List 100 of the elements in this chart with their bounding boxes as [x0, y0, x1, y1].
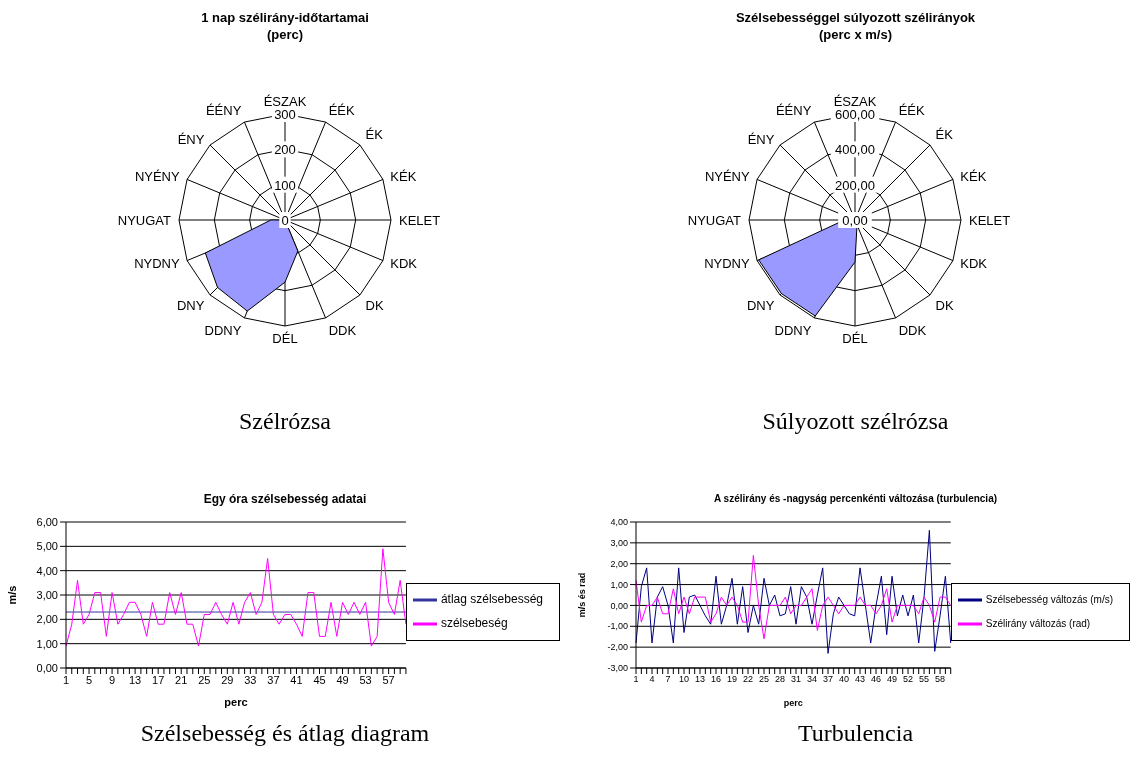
y-tick-label: 2,00	[610, 558, 628, 569]
spoke-label: ÉNY	[177, 132, 205, 147]
x-tick-label: 52	[903, 674, 914, 685]
y-tick-label: 4,00	[36, 564, 58, 577]
spoke-label: NYDNY	[134, 256, 180, 272]
spoke-label: DDNY	[774, 322, 812, 338]
spoke-label: ÉÉNY	[205, 102, 242, 118]
spoke-label: DNY	[176, 297, 205, 313]
spoke-label: ÉÉK	[328, 102, 355, 118]
spoke-label: DK	[935, 297, 954, 313]
spoke-label: NYDNY	[704, 256, 750, 272]
y-tick-label: 1,00	[610, 579, 628, 590]
x-tick-label: 4	[649, 674, 655, 685]
y-tick-label: 200,00	[835, 177, 875, 193]
x-tick-label: 34	[807, 674, 818, 685]
spoke-label: DK	[365, 297, 384, 313]
y-tick-label: -1,00	[607, 621, 628, 632]
spoke-label: NYUGAT	[687, 212, 742, 228]
spoke-label: ÉNY	[747, 132, 775, 147]
x-tick-label: 37	[823, 674, 834, 685]
x-tick-label: 58	[935, 674, 946, 685]
y-axis-title: m/s	[5, 585, 18, 605]
y-tick-label: 6,00	[36, 515, 58, 528]
x-tick-label: 37	[267, 673, 280, 686]
y-tick-label: 2,00	[36, 613, 58, 626]
text: Szélsebesség és átlag diagram	[139, 720, 431, 747]
x-tick-label: 19	[727, 674, 738, 685]
spoke-label: ÉSZAK	[833, 94, 877, 109]
y-axis-title: m/s és rad	[577, 572, 588, 618]
y-tick-label: 0	[281, 213, 289, 228]
y-tick-label: -3,00	[607, 663, 628, 674]
x-tick-label: 33	[244, 673, 257, 686]
x-tick-label: 5	[85, 673, 93, 686]
x-tick-label: 49	[887, 674, 898, 685]
spoke-label: ÉÉK	[898, 102, 925, 118]
spoke-label: ÉÉNY	[775, 102, 812, 118]
x-tick-label: 7	[665, 674, 671, 685]
chart-title: Egy óra szélsebesség adatai	[202, 492, 368, 508]
x-tick-label: 25	[198, 673, 211, 686]
y-tick-label: 400,00	[835, 142, 875, 158]
x-tick-label: 45	[313, 673, 326, 686]
x-tick-label: 13	[129, 673, 142, 686]
x-tick-label: 25	[759, 674, 770, 685]
x-tick-label: 29	[221, 673, 234, 686]
spoke-label: KELET	[969, 212, 1011, 228]
chart-title: Szélsebességgel súlyozott szélirányok	[734, 10, 977, 27]
y-tick-label: 100	[274, 177, 296, 193]
spoke-label: KDK	[390, 256, 418, 272]
y-tick-label: 200	[274, 142, 296, 158]
x-tick-label: 1	[633, 674, 639, 685]
chart-title: 1 nap szélirány-időtartamai	[200, 10, 370, 27]
chart-title: A szélirány és -nagyság percenkénti változása (turbulencia)	[712, 492, 999, 505]
x-tick-label: 13	[695, 674, 706, 685]
spoke-label: KELET	[399, 212, 441, 228]
x-tick-label: 9	[109, 673, 116, 686]
spoke-label: DÉL	[272, 331, 298, 347]
y-tick-label: 600,00	[835, 107, 875, 122]
x-axis-title: perc	[783, 698, 803, 708]
x-tick-label: 22	[743, 674, 754, 685]
x-tick-label: 21	[175, 673, 188, 686]
spoke-label: KÉK	[390, 168, 417, 184]
spoke-label: ÉK	[365, 127, 384, 143]
text: Súlyozott szélrózsa	[761, 408, 950, 435]
x-tick-label: 28	[775, 674, 786, 685]
spoke-label: ÉK	[935, 127, 954, 143]
spoke-label: KÉK	[960, 168, 987, 184]
y-tick-label: 1,00	[36, 637, 58, 650]
x-tick-label: 55	[919, 674, 930, 685]
text: Turbulencia	[796, 720, 915, 747]
spoke-label: KDK	[960, 256, 988, 272]
x-tick-label: 1	[62, 673, 70, 686]
x-axis-title: perc	[224, 696, 248, 708]
x-tick-label: 17	[152, 673, 165, 686]
legend-label: Szélsebesség változás (m/s)	[985, 593, 1113, 605]
legend-label: szélsebeség	[440, 616, 508, 631]
spoke-label: ÉSZAK	[263, 94, 307, 109]
spoke-label: NYUGAT	[117, 212, 172, 228]
y-tick-label: 3,00	[610, 538, 628, 549]
x-tick-label: 41	[290, 673, 303, 686]
legend-label: átlag szélsebesség	[440, 592, 543, 607]
spoke-label: DÉL	[842, 331, 868, 347]
spoke-label: DDK	[328, 322, 357, 338]
x-tick-label: 43	[855, 674, 866, 685]
spoke-label: DDK	[898, 322, 927, 338]
y-tick-label: 0,00	[610, 600, 628, 611]
x-tick-label: 49	[336, 673, 349, 686]
spoke-label: NYÉNY	[704, 168, 750, 184]
y-tick-label: 4,00	[610, 517, 628, 528]
text: Szélrózsa	[238, 408, 332, 435]
x-tick-label: 31	[791, 674, 802, 685]
spoke-label: DDNY	[204, 322, 242, 338]
spoke-label: DNY	[746, 297, 775, 313]
chart-subtitle: (perc x m/s)	[818, 26, 893, 44]
legend-label: Szélirány változás (rad)	[985, 617, 1091, 629]
spoke-label: NYÉNY	[134, 168, 180, 184]
y-tick-label: 0,00	[36, 661, 58, 674]
y-tick-label: 3,00	[36, 588, 58, 601]
y-tick-label: -2,00	[607, 642, 628, 653]
x-tick-label: 10	[679, 674, 690, 685]
x-tick-label: 16	[711, 674, 722, 685]
